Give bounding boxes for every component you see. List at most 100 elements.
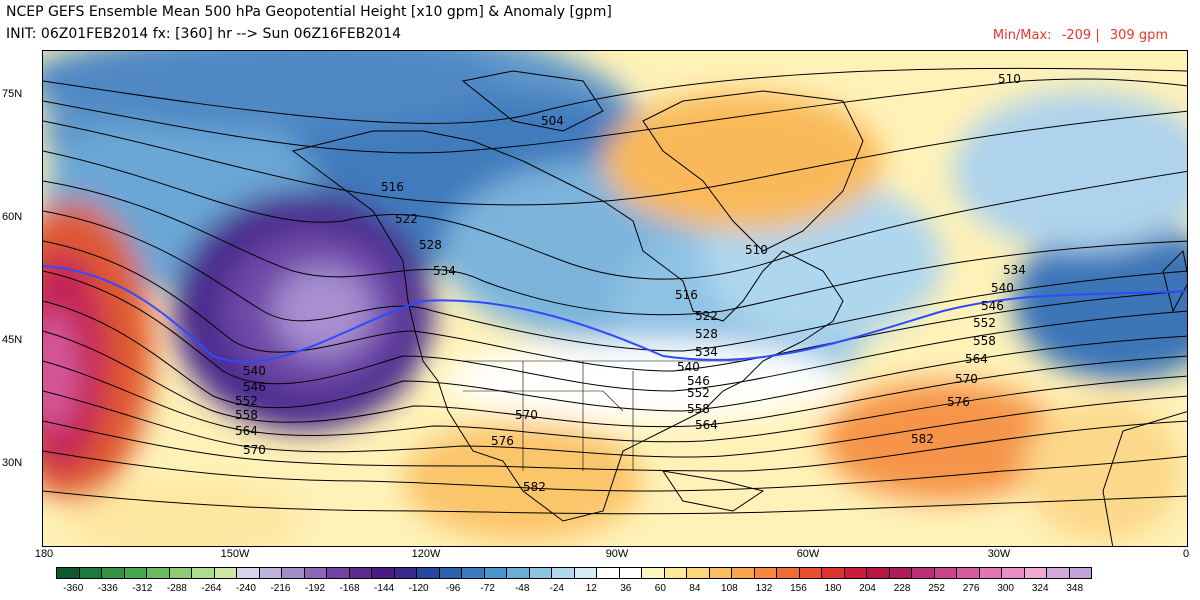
colorbar-swatch: [304, 568, 327, 578]
colorbar-tick-label: -144: [374, 583, 395, 594]
colorbar-tick-label: -192: [304, 583, 326, 594]
colorbar-tick-label: -336: [97, 583, 118, 594]
contour-label: 552: [973, 316, 996, 330]
contour-label: 570: [955, 372, 978, 386]
lat-label-60n: 60N: [2, 211, 23, 223]
contour-label: 564: [695, 418, 718, 432]
colorbar-tick-label: 348: [1066, 583, 1084, 594]
lon-label-60w: 60W: [796, 548, 820, 560]
colorbar-tick-label: -168: [339, 583, 360, 594]
colorbar-swatch: [664, 568, 687, 578]
colorbar-tick-label: 252: [928, 583, 945, 594]
minmax-label: Min/Max:: [992, 28, 1052, 43]
height-contours: [43, 67, 1187, 515]
contour-label: 540: [991, 281, 1014, 295]
contour-label: 564: [965, 352, 988, 366]
colorbar-swatch: [574, 568, 597, 578]
contour-label: 552: [687, 386, 710, 400]
colorbar-tick-label: 156: [790, 583, 807, 594]
contour-label: 546: [981, 299, 1004, 313]
chart-subtitle: INIT: 06Z01FEB2014 fx: [360] hr --> Sun …: [6, 26, 401, 42]
colorbar-swatch: [552, 568, 575, 578]
colorbar-tick-label: 60: [654, 583, 666, 594]
colorbar-swatch: [79, 568, 102, 578]
lon-label-120w: 120W: [411, 548, 441, 560]
colorbar-swatch: [822, 568, 845, 578]
colorbar-tick-label: -312: [132, 583, 153, 594]
contour-label: 522: [695, 309, 718, 323]
contour-label: 546: [687, 374, 710, 388]
colorbar-swatch: [687, 568, 710, 578]
colorbar-tick-label: 108: [721, 583, 738, 594]
colorbar-swatch: [237, 568, 260, 578]
contour-label: 504: [541, 114, 564, 128]
lon-label-180: 180: [34, 548, 54, 560]
colorbar-swatch: [777, 568, 800, 578]
colorbar-swatch: [1069, 568, 1091, 578]
contour-label-group: 504 510 510 516 516 522 522 528 528 534 …: [235, 72, 1026, 494]
colorbar-swatch: [799, 568, 822, 578]
colorbar-tick-label: 300: [997, 583, 1014, 594]
colorbar-swatch: [1024, 568, 1047, 578]
min-value: -209 |: [1061, 28, 1100, 43]
colorbar-swatch: [889, 568, 912, 578]
colorbar-swatch: [327, 568, 350, 578]
colorbar-swatch: [124, 568, 147, 578]
colorbar-tick-label: -360: [63, 583, 84, 594]
colorbar-tick-label: 12: [585, 583, 597, 594]
anomaly-field: [43, 51, 1187, 546]
colorbar-tick-label: 204: [859, 583, 876, 594]
contour-label: 510: [745, 243, 768, 257]
contour-label: 558: [973, 334, 996, 348]
contour-label: 540: [243, 364, 266, 378]
colorbar-tick-label: -120: [408, 583, 429, 594]
colorbar-swatch: [912, 568, 935, 578]
minmax-readout: Min/Max: -209 | 309 gpm: [987, 28, 1168, 43]
colorbar-swatch: [529, 568, 552, 578]
colorbar-swatch: [597, 568, 620, 578]
colorbar-swatch: [732, 568, 755, 578]
contour-540-highlight: [43, 265, 1187, 363]
colorbar-tick-label: 324: [1031, 583, 1049, 594]
colorbar-swatch: [867, 568, 890, 578]
contour-label: 534: [1003, 263, 1026, 277]
colorbar-tick-label: -288: [166, 583, 187, 594]
contour-label: 570: [515, 408, 538, 422]
colorbar-swatch: [147, 568, 170, 578]
colorbar-tick-label: -24: [549, 583, 564, 594]
colorbar-swatch: [214, 568, 237, 578]
contour-label: 582: [911, 432, 934, 446]
colorbar-swatch: [507, 568, 530, 578]
lon-label-150w: 150W: [220, 548, 250, 560]
colorbar-swatch: [642, 568, 665, 578]
contour-label: 522: [395, 212, 418, 226]
colorbar-tick-label: 228: [893, 583, 911, 594]
colorbar-swatch: [417, 568, 440, 578]
colorbar-swatch: [619, 568, 642, 578]
colorbar-tick-label: -240: [235, 583, 256, 594]
contour-label: 576: [491, 434, 514, 448]
colorbar-swatch: [102, 568, 125, 578]
colorbar-swatch: [1047, 568, 1070, 578]
colorbar-swatch: [282, 568, 305, 578]
colorbar-tick-label: -96: [445, 583, 461, 594]
contour-label: 510: [998, 72, 1021, 86]
colorbar-swatch: [934, 568, 957, 578]
colorbar-tick-label: -72: [480, 583, 495, 594]
colorbar-tick-label: -216: [270, 583, 291, 594]
contour-label: 564: [235, 424, 258, 438]
colorbar-swatch: [394, 568, 417, 578]
colorbar-swatch: [349, 568, 372, 578]
contour-label: 558: [687, 402, 710, 416]
contour-label: 516: [381, 180, 404, 194]
contour-label: 576: [947, 395, 970, 409]
colorbar-tick-label: -264: [201, 583, 222, 594]
colorbar-tick-label: -48: [514, 583, 530, 594]
colorbar-swatch: [484, 568, 507, 578]
contour-label: 528: [419, 238, 442, 252]
colorbar-swatch: [439, 568, 462, 578]
colorbar-swatch: [57, 568, 80, 578]
colorbar-swatch: [844, 568, 867, 578]
colorbar-tick-label: 276: [962, 583, 980, 594]
map-panel[interactable]: 504 510 510 516 516 522 522 528 528 534 …: [42, 50, 1188, 547]
